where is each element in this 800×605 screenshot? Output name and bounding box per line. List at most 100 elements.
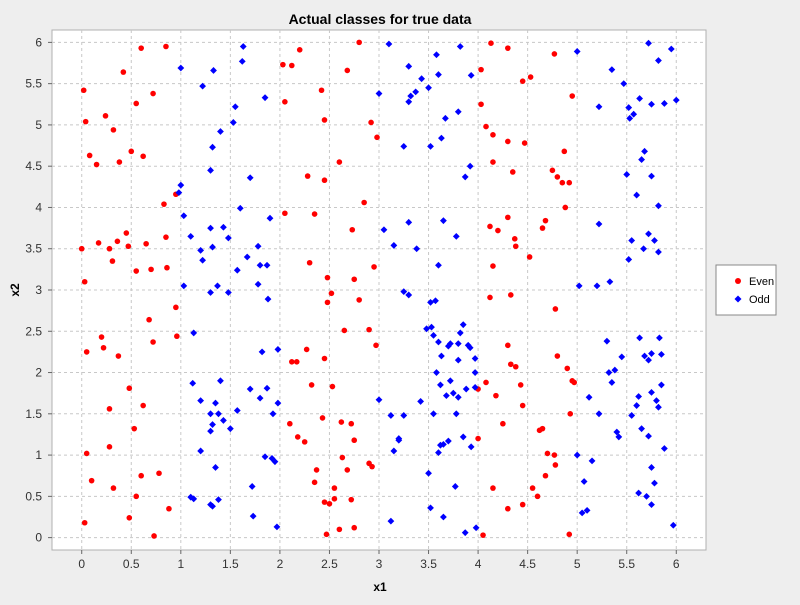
point-even	[366, 326, 372, 333]
point-even	[552, 306, 559, 312]
point-even	[336, 526, 343, 533]
point-even	[329, 383, 336, 390]
point-odd	[385, 40, 393, 48]
point-odd	[655, 248, 662, 256]
point-odd	[454, 108, 462, 116]
point-even	[351, 437, 358, 444]
point-even	[526, 254, 533, 260]
chart-title: Actual classes for true data	[289, 11, 472, 27]
point-odd	[660, 445, 668, 452]
point-odd	[246, 174, 254, 182]
point-even	[552, 462, 559, 468]
point-odd	[210, 67, 217, 74]
point-odd	[606, 278, 614, 286]
point-even	[374, 134, 380, 141]
y-tick-label: 4	[35, 200, 42, 214]
point-odd	[433, 369, 440, 376]
point-odd	[197, 447, 205, 455]
point-even	[106, 444, 113, 450]
point-odd	[177, 64, 185, 72]
point-even	[344, 67, 351, 74]
point-odd	[456, 43, 464, 50]
point-even	[282, 99, 288, 105]
point-odd	[446, 377, 454, 385]
point-odd	[425, 84, 432, 92]
point-odd	[207, 166, 214, 174]
point-odd	[613, 428, 621, 436]
point-odd	[271, 458, 279, 466]
point-odd	[177, 181, 185, 189]
point-even	[110, 485, 117, 491]
point-even	[156, 470, 162, 477]
point-odd	[437, 381, 444, 389]
point-odd	[239, 43, 247, 50]
point-odd	[573, 451, 581, 459]
point-odd	[274, 399, 282, 407]
x-tick-label: 0.5	[123, 557, 140, 571]
point-odd	[454, 340, 462, 348]
point-odd	[645, 39, 652, 47]
point-even	[106, 406, 113, 412]
point-even	[493, 392, 499, 399]
point-even	[150, 339, 156, 345]
point-odd	[197, 397, 205, 405]
x-axis-label: x1	[373, 580, 387, 594]
point-odd	[451, 483, 459, 490]
point-even	[140, 402, 146, 409]
point-odd	[583, 506, 591, 514]
point-even	[81, 278, 88, 285]
point-even	[98, 334, 105, 340]
point-even	[323, 531, 330, 538]
point-even	[559, 179, 566, 186]
point-odd	[641, 352, 648, 360]
legend-marker-even	[735, 278, 741, 284]
point-odd	[620, 80, 628, 88]
point-even	[82, 118, 89, 125]
x-tick-label: 5	[574, 557, 581, 571]
point-odd	[630, 110, 638, 118]
point-even	[116, 159, 123, 165]
point-odd	[588, 457, 596, 465]
point-odd	[197, 246, 205, 254]
point-even	[148, 266, 154, 273]
point-even	[83, 349, 90, 355]
point-odd	[449, 389, 457, 397]
point-odd	[217, 128, 224, 135]
point-even	[151, 533, 157, 539]
point-odd	[651, 237, 658, 244]
point-even	[140, 153, 146, 160]
point-even	[505, 138, 511, 145]
point-odd	[243, 253, 251, 261]
point-even	[519, 501, 526, 508]
point-even	[566, 531, 573, 538]
point-odd	[433, 51, 440, 59]
point-even	[487, 223, 493, 230]
point-odd	[655, 202, 662, 210]
point-odd	[180, 282, 188, 290]
point-even	[351, 524, 358, 531]
point-odd	[672, 96, 680, 104]
point-odd	[405, 98, 413, 106]
x-tick-label: 1.5	[222, 557, 239, 571]
point-odd	[231, 103, 239, 111]
point-odd	[633, 402, 641, 409]
point-even	[551, 51, 558, 57]
point-even	[125, 243, 132, 250]
x-tick-label: 0	[78, 557, 85, 571]
point-even	[561, 148, 568, 155]
point-even	[321, 117, 328, 123]
y-axis-label: x2	[8, 283, 22, 297]
point-even	[544, 450, 551, 457]
point-odd	[400, 142, 408, 150]
point-odd	[645, 432, 652, 440]
y-tick-label: 0.5	[25, 489, 42, 503]
point-odd	[254, 280, 262, 288]
point-even	[521, 140, 528, 146]
point-even	[120, 69, 127, 75]
point-even	[512, 363, 519, 370]
point-even	[109, 258, 116, 264]
point-odd	[220, 223, 227, 231]
point-odd	[387, 412, 395, 419]
point-odd	[432, 297, 439, 305]
point-even	[368, 119, 374, 126]
